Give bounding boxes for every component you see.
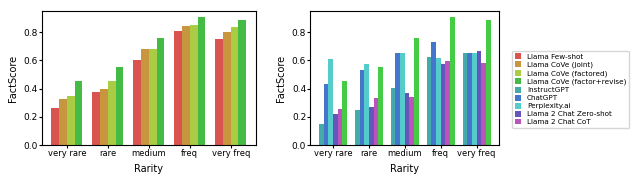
Bar bbox=[141, 49, 148, 145]
Bar bbox=[355, 110, 360, 145]
Bar bbox=[369, 107, 374, 145]
Bar bbox=[342, 81, 347, 145]
Bar bbox=[324, 84, 328, 145]
Bar bbox=[157, 38, 164, 145]
Bar bbox=[174, 31, 182, 145]
Bar bbox=[100, 89, 108, 145]
Bar bbox=[441, 64, 445, 145]
Bar bbox=[182, 26, 189, 145]
Bar bbox=[436, 58, 441, 145]
Bar bbox=[477, 51, 481, 145]
Bar bbox=[116, 67, 124, 145]
Bar bbox=[450, 17, 454, 145]
Bar bbox=[400, 53, 405, 145]
Bar bbox=[189, 25, 198, 145]
Y-axis label: FactScore: FactScore bbox=[276, 54, 286, 102]
Bar bbox=[410, 97, 414, 145]
Bar bbox=[328, 59, 333, 145]
Bar bbox=[427, 57, 431, 145]
Bar bbox=[333, 114, 338, 145]
Bar bbox=[396, 53, 400, 145]
Bar bbox=[230, 27, 239, 145]
Legend: Llama Few-shot, Llama CoVe (joint), Llama CoVe (factored), Llama CoVe (factor+re: Llama Few-shot, Llama CoVe (joint), Llam… bbox=[513, 51, 629, 128]
Bar bbox=[472, 53, 477, 145]
Bar bbox=[223, 32, 230, 145]
Bar bbox=[391, 88, 396, 145]
Bar bbox=[486, 20, 491, 145]
Bar bbox=[405, 93, 410, 145]
Bar bbox=[92, 92, 100, 145]
Bar bbox=[198, 17, 205, 145]
Bar bbox=[51, 108, 59, 145]
Bar bbox=[67, 96, 75, 145]
Bar bbox=[59, 99, 67, 145]
Bar bbox=[148, 49, 157, 145]
Bar bbox=[108, 81, 116, 145]
Bar bbox=[319, 124, 324, 145]
Bar bbox=[467, 53, 472, 145]
Bar bbox=[481, 63, 486, 145]
Bar bbox=[360, 70, 364, 145]
Bar bbox=[431, 42, 436, 145]
Bar bbox=[364, 64, 369, 145]
Bar bbox=[463, 53, 467, 145]
Bar bbox=[133, 60, 141, 145]
X-axis label: Rarity: Rarity bbox=[134, 164, 163, 174]
X-axis label: Rarity: Rarity bbox=[390, 164, 419, 174]
Bar bbox=[414, 38, 419, 145]
Bar bbox=[215, 39, 223, 145]
Bar bbox=[75, 81, 83, 145]
Bar bbox=[378, 67, 383, 145]
Bar bbox=[239, 20, 246, 145]
Bar bbox=[445, 61, 450, 145]
Y-axis label: FactScore: FactScore bbox=[8, 54, 17, 102]
Bar bbox=[338, 109, 342, 145]
Bar bbox=[374, 98, 378, 145]
